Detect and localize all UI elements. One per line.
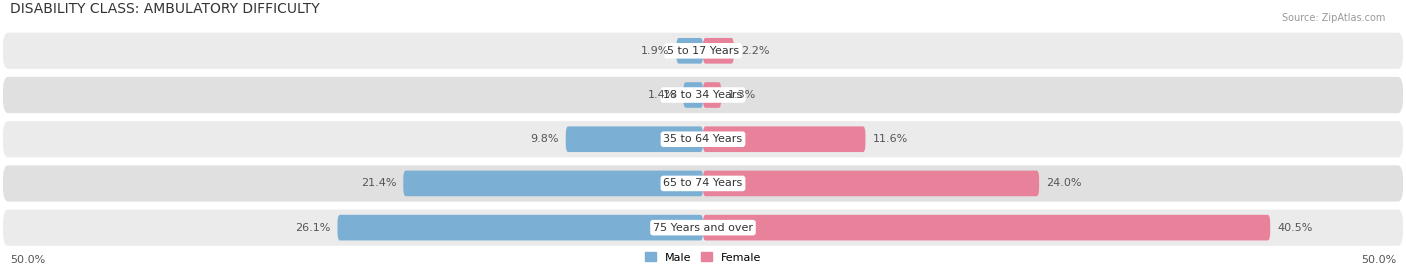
FancyBboxPatch shape xyxy=(565,126,703,152)
FancyBboxPatch shape xyxy=(404,171,703,196)
Text: 35 to 64 Years: 35 to 64 Years xyxy=(664,134,742,144)
FancyBboxPatch shape xyxy=(676,38,703,64)
Text: 26.1%: 26.1% xyxy=(295,223,330,233)
Legend: Male, Female: Male, Female xyxy=(645,252,761,263)
FancyBboxPatch shape xyxy=(683,82,703,108)
Text: 5 to 17 Years: 5 to 17 Years xyxy=(666,46,740,56)
FancyBboxPatch shape xyxy=(3,33,1403,69)
Text: 50.0%: 50.0% xyxy=(10,255,45,265)
FancyBboxPatch shape xyxy=(703,126,866,152)
Text: 24.0%: 24.0% xyxy=(1046,178,1081,188)
FancyBboxPatch shape xyxy=(703,82,721,108)
FancyBboxPatch shape xyxy=(703,215,1270,240)
Text: 50.0%: 50.0% xyxy=(1361,255,1396,265)
Text: 2.2%: 2.2% xyxy=(741,46,769,56)
FancyBboxPatch shape xyxy=(337,215,703,240)
Text: Source: ZipAtlas.com: Source: ZipAtlas.com xyxy=(1281,13,1385,23)
Text: 1.3%: 1.3% xyxy=(728,90,756,100)
Text: 18 to 34 Years: 18 to 34 Years xyxy=(664,90,742,100)
Text: 11.6%: 11.6% xyxy=(873,134,908,144)
Text: DISABILITY CLASS: AMBULATORY DIFFICULTY: DISABILITY CLASS: AMBULATORY DIFFICULTY xyxy=(10,2,319,16)
Text: 65 to 74 Years: 65 to 74 Years xyxy=(664,178,742,188)
Text: 75 Years and over: 75 Years and over xyxy=(652,223,754,233)
Text: 1.4%: 1.4% xyxy=(648,90,676,100)
FancyBboxPatch shape xyxy=(703,171,1039,196)
FancyBboxPatch shape xyxy=(3,121,1403,157)
Text: 9.8%: 9.8% xyxy=(530,134,558,144)
FancyBboxPatch shape xyxy=(3,77,1403,113)
Text: 21.4%: 21.4% xyxy=(361,178,396,188)
FancyBboxPatch shape xyxy=(3,210,1403,246)
Text: 1.9%: 1.9% xyxy=(641,46,669,56)
FancyBboxPatch shape xyxy=(3,165,1403,202)
FancyBboxPatch shape xyxy=(703,38,734,64)
Text: 40.5%: 40.5% xyxy=(1277,223,1313,233)
